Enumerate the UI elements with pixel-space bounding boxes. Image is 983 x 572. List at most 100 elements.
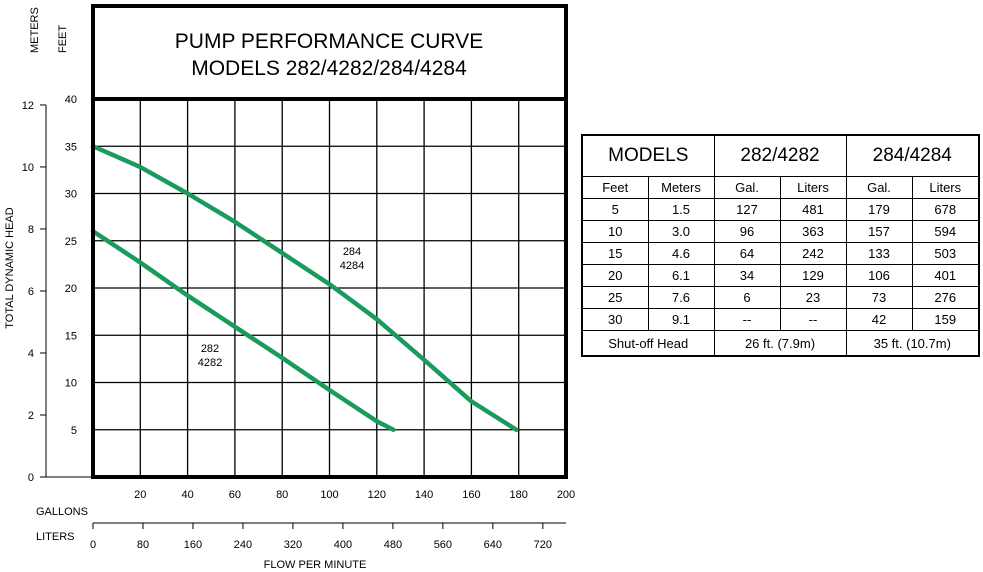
curve-label-1: 284 [343, 246, 361, 258]
subheader-cell: Liters [911, 176, 980, 199]
gallons-tick-label: 100 [320, 489, 338, 501]
subheader-cell: Liters [779, 176, 847, 199]
feet-tick-label: 25 [65, 236, 77, 248]
feet-tick-label: 10 [65, 378, 77, 390]
gallons-tick-label: 180 [510, 489, 528, 501]
gallons-tick-label: 160 [462, 489, 480, 501]
model-a-header: 282/4282 [713, 134, 847, 177]
chart-subtitle: MODELS 282/4282/284/4284 [191, 57, 467, 80]
subheader-cell: Feet [581, 176, 649, 199]
liters-tick-label: 720 [534, 539, 552, 551]
table-row: 5 1.5 127 481 179 678 [581, 198, 980, 221]
meters-tick-label: 0 [28, 472, 34, 484]
liters-tick-label: 160 [184, 539, 202, 551]
meters-axis: 0 2 4 6 8 10 12 [22, 100, 93, 484]
feet-tick-label: 35 [65, 141, 77, 153]
table-cell: 6 [713, 286, 781, 309]
liters-tick-labels: 0 80 160 240 320 400 480 560 640 720 [90, 523, 552, 551]
curve-1 [90, 144, 519, 432]
meters-tick-label: 2 [28, 410, 34, 422]
table-cell: 96 [713, 220, 781, 243]
table-cell: 106 [845, 264, 913, 287]
curve-0 [90, 229, 396, 432]
gallons-tick-label: 40 [181, 489, 193, 501]
feet-tick-labels: 5 10 15 20 25 30 35 40 [65, 94, 77, 437]
subheader-cell: Gal. [845, 176, 913, 199]
liters-tick-label: 80 [137, 539, 149, 551]
curve-label-1: 4284 [340, 260, 364, 272]
meters-tick-label: 4 [28, 348, 34, 360]
feet-tick-label: 20 [65, 283, 77, 295]
table-cell: 64 [713, 242, 781, 265]
chart-grid [93, 99, 566, 477]
table-cell: 34 [713, 264, 781, 287]
plot-border [91, 97, 568, 479]
subheader-row: Feet Meters Gal. Liters Gal. Liters [581, 176, 980, 199]
table-cell: 503 [911, 242, 980, 265]
liters-tick-label: 240 [234, 539, 252, 551]
table-cell: 363 [779, 220, 847, 243]
table-cell: 6.1 [647, 264, 715, 287]
table-cell: 5 [581, 198, 649, 221]
table-cell: 401 [911, 264, 980, 287]
table-cell: 179 [845, 198, 913, 221]
table-cell: -- [713, 308, 781, 331]
performance-curves: 282 4282 284 4284 [90, 144, 519, 432]
meters-tick-label: 10 [22, 162, 34, 174]
x-gallons-label: GALLONS [36, 506, 88, 518]
shutoff-label: Shut-off Head [581, 330, 715, 357]
x-liters-label: LITERS [36, 531, 75, 543]
table-cell: 159 [911, 308, 980, 331]
feet-tick-label: 5 [71, 425, 77, 437]
table-cell: 129 [779, 264, 847, 287]
table-cell: 133 [845, 242, 913, 265]
table-row: 20 6.1 34 129 106 401 [581, 264, 980, 287]
gallons-tick-label: 200 [557, 489, 575, 501]
gallons-tick-label: 20 [134, 489, 146, 501]
y-meters-unit-label: METERS [29, 7, 41, 53]
table-cell: 276 [911, 286, 980, 309]
table-cell: 15 [581, 242, 649, 265]
table-cell: 25 [581, 286, 649, 309]
gallons-tick-label: 80 [276, 489, 288, 501]
table-cell: 242 [779, 242, 847, 265]
table-cell: 157 [845, 220, 913, 243]
gallons-tick-labels: 20 40 60 80 100 120 140 160 180 200 [93, 489, 575, 524]
feet-tick-label: 30 [65, 189, 77, 201]
liters-tick-label: 0 [90, 539, 96, 551]
y-axis-title: TOTAL DYNAMIC HEAD [4, 207, 16, 328]
curve-label-0: 4282 [198, 357, 222, 369]
models-header: MODELS [581, 134, 715, 177]
table-cell: 7.6 [647, 286, 715, 309]
table-cell: 678 [911, 198, 980, 221]
table-cell: 3.0 [647, 220, 715, 243]
table-cell: 10 [581, 220, 649, 243]
liters-tick-label: 480 [384, 539, 402, 551]
y-feet-unit-label: FEET [57, 25, 69, 53]
table-cell: 127 [713, 198, 781, 221]
feet-tick-label: 15 [65, 330, 77, 342]
table-cell: 42 [845, 308, 913, 331]
shutoff-model-b: 35 ft. (10.7m) [845, 330, 980, 357]
chart-title: PUMP PERFORMANCE CURVE [175, 30, 483, 53]
feet-tick-label: 40 [65, 94, 77, 106]
liters-tick-label: 320 [284, 539, 302, 551]
liters-tick-label: 400 [334, 539, 352, 551]
table-row: 10 3.0 96 363 157 594 [581, 220, 980, 243]
liters-tick-label: 640 [484, 539, 502, 551]
table-cell: 9.1 [647, 308, 715, 331]
table-cell: 481 [779, 198, 847, 221]
x-axis-title: FLOW PER MINUTE [264, 559, 367, 571]
gallons-tick-label: 140 [415, 489, 433, 501]
performance-table: MODELS 282/4282 284/4284 Feet Meters Gal… [581, 134, 980, 357]
shutoff-row: Shut-off Head 26 ft. (7.9m) 35 ft. (10.7… [581, 330, 980, 357]
table-row: 15 4.6 64 242 133 503 [581, 242, 980, 265]
table-cell: 73 [845, 286, 913, 309]
table-row: 25 7.6 6 23 73 276 [581, 286, 980, 309]
table-cell: 20 [581, 264, 649, 287]
gallons-tick-label: 120 [368, 489, 386, 501]
gallons-tick-label: 60 [229, 489, 241, 501]
table-cell: -- [779, 308, 847, 331]
meters-tick-label: 6 [28, 286, 34, 298]
